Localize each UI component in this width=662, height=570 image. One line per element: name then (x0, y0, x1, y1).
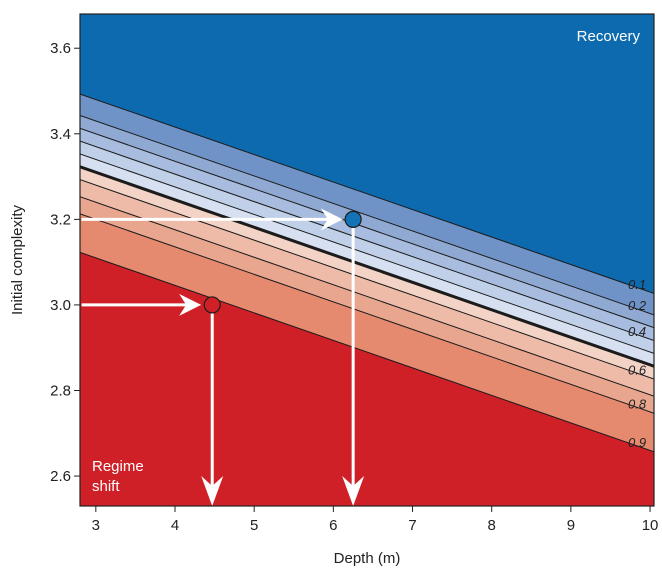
x-tick-label-7: 7 (408, 517, 416, 534)
band-0.7 (80, 196, 654, 414)
contour-lines (80, 93, 654, 453)
band-0.8 (80, 213, 654, 452)
data-points (203, 210, 362, 314)
band-0.4 (80, 141, 654, 354)
contour-label-0.2: 0.2 (628, 298, 647, 313)
y-tick-label-3.4: 3.4 (50, 126, 71, 143)
recovery-label: Recovery (577, 28, 641, 45)
y-tick-label-2.8: 2.8 (50, 382, 71, 399)
regime-shift-label-line: shift (92, 478, 120, 495)
contour-label-0.4: 0.4 (628, 324, 646, 339)
arrow-0 (81, 208, 343, 231)
contour-0.8 (80, 213, 654, 414)
contour-0.4 (80, 140, 654, 341)
x-axis-ticks: 3 4 5 6 7 8 9 10 (92, 506, 659, 534)
regime-shift-label-line: Regime (92, 458, 144, 475)
y-tick-label-3.6: 3.6 (50, 40, 71, 57)
arrow-2 (342, 227, 365, 506)
band-0.2 (80, 115, 654, 328)
x-tick-label-4: 4 (171, 517, 179, 534)
contour-0.1 (80, 93, 654, 294)
contour-label-0.8: 0.8 (628, 397, 647, 412)
contour-label-0.6: 0.6 (628, 362, 647, 377)
arrow-head (342, 476, 365, 506)
band-0.6 (80, 179, 654, 397)
x-tick-label-8: 8 (488, 517, 496, 534)
band-0.45 (80, 153, 654, 367)
y-axis-label: Initial complexity (9, 204, 26, 315)
contour-0.3 (80, 127, 654, 329)
x-axis-label: Depth (m) (334, 550, 401, 567)
arrow-3 (201, 313, 224, 506)
contour-0.2 (80, 114, 654, 316)
regime-shift-point (203, 296, 221, 314)
arrow-head (320, 208, 343, 231)
arrow-1 (81, 293, 202, 316)
arrow-head (179, 293, 202, 316)
y-tick-label-3: 3.0 (50, 297, 71, 314)
plot-frame (79, 13, 655, 507)
plot-area (80, 14, 654, 506)
band-0.1 (80, 94, 654, 315)
y-tick-label-3.2: 3.2 (50, 211, 71, 228)
contour-0.45 (80, 153, 654, 354)
y-tick-label-2.6: 2.6 (50, 468, 71, 485)
x-tick-label-9: 9 (567, 517, 575, 534)
arrows (81, 208, 365, 506)
y-axis-ticks: 2.6 2.8 3.0 3.2 3.4 3.6 (50, 40, 80, 485)
contour-0.9 (80, 251, 654, 453)
contour-0.6 (80, 179, 654, 380)
x-tick-label-10: 10 (642, 517, 659, 534)
x-tick-label-5: 5 (250, 517, 258, 534)
contour-labels: 0.1 0.2 0.4 0.6 0.8 0.9 (628, 277, 647, 450)
arrow-head (201, 476, 224, 506)
contour-0.7 (80, 196, 654, 397)
regime-shift-region (80, 252, 654, 506)
contour-label-0.9: 0.9 (628, 435, 646, 450)
regime-shift-label: Regime shift (92, 458, 144, 495)
contour-label-0.1: 0.1 (628, 277, 646, 292)
probability-bands (80, 94, 654, 506)
x-tick-label-3: 3 (92, 517, 100, 534)
x-tick-label-6: 6 (329, 517, 337, 534)
recovery-point (344, 210, 362, 228)
contour-0.5 (80, 165, 654, 368)
band-0.3 (80, 128, 654, 341)
